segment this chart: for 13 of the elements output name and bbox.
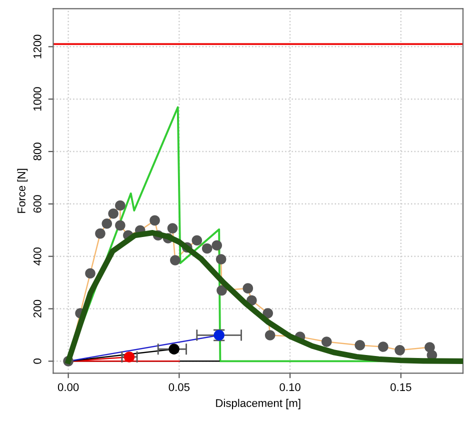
y-tick-label: 1200: [33, 34, 42, 58]
y-axis-title: Force [N]: [17, 168, 28, 213]
x-tick-label: 0.05: [168, 383, 190, 392]
y-tick-label: 200: [33, 300, 42, 318]
x-axis-title: Displacement [m]: [216, 398, 300, 410]
y-tick-label: 800: [33, 142, 42, 160]
y-tick-label: 600: [33, 195, 42, 213]
y-tick-label: 1000: [33, 87, 42, 111]
y-tick-label: 400: [33, 248, 42, 266]
x-tick-label: 0.10: [280, 383, 300, 392]
x-tick-label: 0.00: [58, 383, 79, 392]
x-tick-label: 0.15: [390, 383, 412, 392]
y-tick-label: 0: [33, 358, 42, 364]
